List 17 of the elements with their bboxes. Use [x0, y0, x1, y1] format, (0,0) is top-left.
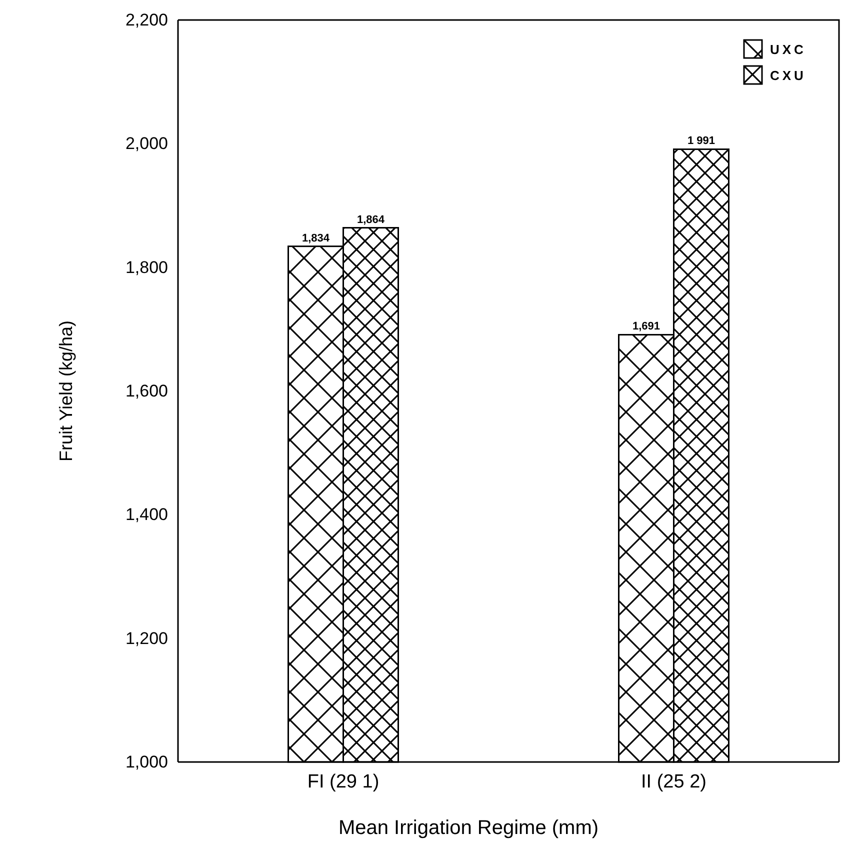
- data-label: 1 991: [687, 135, 716, 148]
- y-tick-label: 2,000: [125, 134, 168, 154]
- y-tick-label: 1,200: [125, 628, 168, 648]
- data-label: 1,834: [302, 232, 330, 244]
- x-tick-label: II (25 2): [641, 771, 706, 792]
- y-tick-label: 1,800: [125, 258, 168, 277]
- legend-label: UXC: [770, 42, 806, 57]
- legend-label: CXU: [770, 68, 806, 83]
- y-tick-label: 1,400: [125, 505, 168, 524]
- data-label: 1,691: [632, 320, 660, 333]
- y-tick-label: 1,600: [125, 381, 168, 400]
- x-axis-title: Mean Irrigation Regime (mm): [338, 817, 599, 839]
- x-tick-label: FI (29 1): [307, 771, 380, 792]
- data-label: 1,864: [356, 214, 386, 226]
- y-tick-label: 1,000: [125, 752, 168, 772]
- y-axis-title: Fruit Yield (kg/ha): [56, 320, 76, 462]
- y-tick-label: 2,200: [125, 10, 168, 30]
